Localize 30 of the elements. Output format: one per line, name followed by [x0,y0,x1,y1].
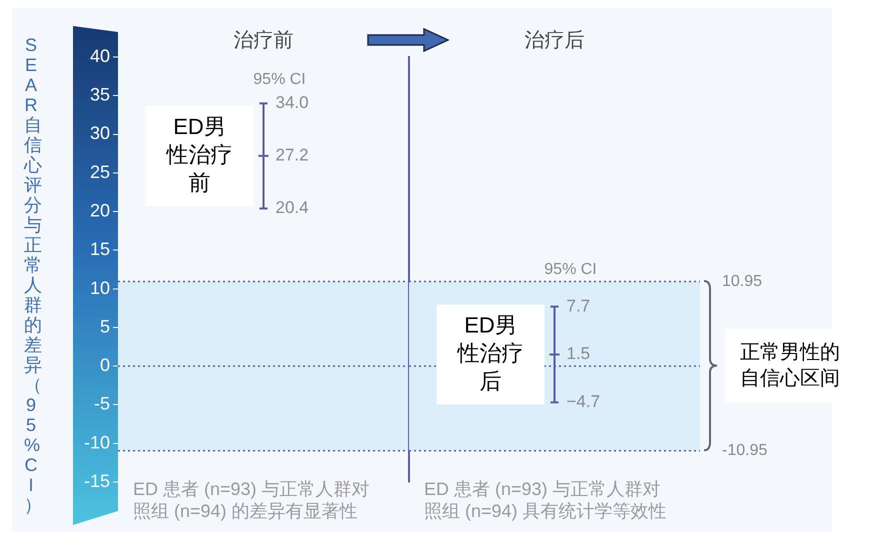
annotation: 95% CI [544,260,597,278]
y-tick-label: -15 [84,470,110,491]
annotation: ED 患者 (n=93) 与正常人群对照组 (n=94) 的差异有显著性 [133,478,370,521]
data-label: 1.5 [566,344,590,364]
y-tick-label: 20 [90,200,110,221]
y-tick-label: 30 [90,123,110,144]
y-tick-label: 15 [90,239,110,260]
y-tick-label: 35 [90,84,110,105]
y-tick-label: 0 [100,355,110,376]
x-tick-label: 治疗前 [234,30,294,52]
text: SEAR 自信心评分与正常人群的差异（95%CI） [24,34,50,514]
band-label: 正常男性的自信心区间 [740,342,840,390]
y-tick-label: 25 [90,162,110,182]
y-tick-label: 10 [90,278,110,298]
annotation: 20.4 [276,198,309,218]
x-tick-label: 治疗后 [524,30,584,52]
y-tick-label: -5 [94,394,110,414]
annotation: ED男性治疗前 [166,114,232,195]
annotation: −4.7 [566,392,600,412]
data-label: 27.2 [276,146,309,165]
annotation: 95% CI [253,70,306,88]
annotation: ED 患者 (n=93) 与正常人群对照组 (n=94) 具有统计学等效性 [424,478,667,521]
y-tick-label: -10 [84,432,110,452]
annotation: 7.7 [566,296,590,316]
annotation: ED男性治疗后 [456,312,524,394]
ref-line-label: 10.95 [722,272,762,290]
y-tick-label: 40 [90,46,110,66]
y-tick-label: 5 [100,316,110,336]
annotation: 34.0 [276,93,309,112]
ref-line-label: -10.95 [722,442,768,460]
